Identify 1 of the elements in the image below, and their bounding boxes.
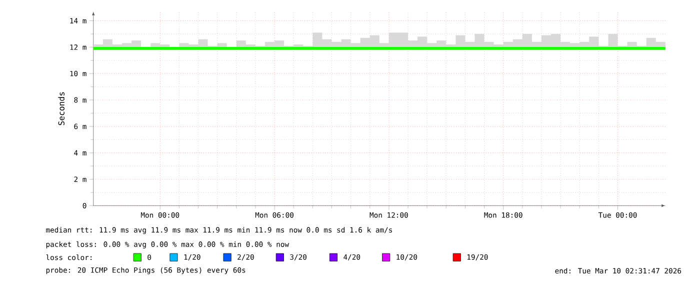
y-axis-title: Seconds — [58, 92, 64, 126]
